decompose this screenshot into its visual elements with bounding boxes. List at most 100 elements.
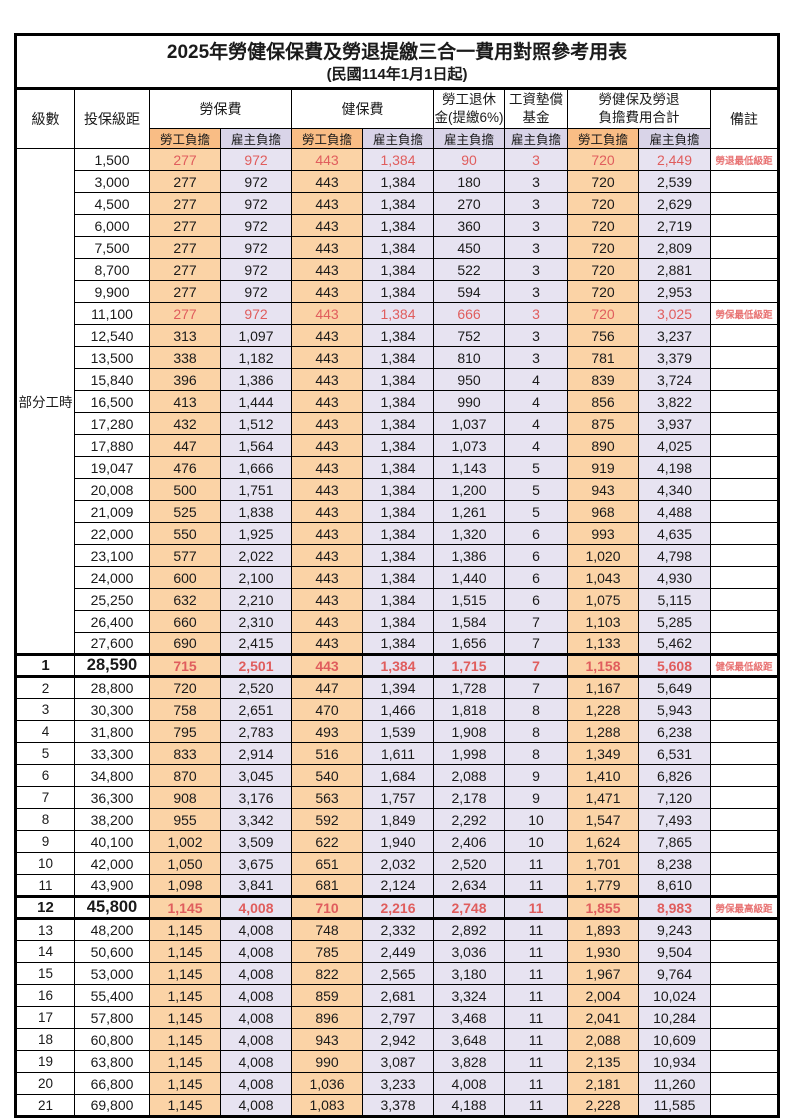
bracket-cell: 24,000 — [74, 566, 150, 589]
labor-ins-employee-cell: 577 — [149, 544, 221, 567]
total-employee-cell: 1,103 — [567, 610, 639, 633]
table-row: 11 43,900 1,098 3,841 681 2,124 2,634 11… — [15, 874, 780, 897]
wage-fund-employer-cell: 11 — [504, 852, 568, 875]
total-employer-cell: 3,025 — [638, 302, 711, 325]
health-ins-employee-cell: 443 — [291, 170, 363, 193]
bracket-cell: 1,500 — [74, 148, 150, 171]
level-cell: 12 — [15, 895, 75, 920]
level-cell: 17 — [15, 1006, 75, 1029]
total-employee-cell: 1,893 — [567, 918, 639, 941]
bracket-cell: 13,500 — [74, 346, 150, 369]
health-ins-employer-cell: 1,539 — [362, 720, 434, 743]
bracket-cell: 6,000 — [74, 214, 150, 237]
total-employer-cell: 4,798 — [638, 544, 711, 567]
pension-employer-cell: 2,520 — [433, 852, 505, 875]
remark-cell — [709, 786, 780, 809]
table-row: 17,880 447 1,564 443 1,384 1,073 4 890 4… — [16, 434, 780, 457]
table-row: 17,280 432 1,512 443 1,384 1,037 4 875 3… — [16, 412, 780, 435]
table-row: 19 63,800 1,145 4,008 990 3,087 3,828 11… — [15, 1050, 780, 1073]
bracket-cell: 69,800 — [74, 1094, 150, 1117]
pension-employer-cell: 270 — [433, 192, 505, 215]
total-employee-cell: 875 — [567, 412, 639, 435]
remark-cell: 勞保最高級距 — [709, 895, 780, 920]
health-ins-employer-cell: 1,384 — [362, 258, 434, 281]
pension-employer-cell: 1,728 — [433, 676, 505, 699]
subheader-total-employer: 雇主負擔 — [638, 128, 711, 149]
subheader-labor-employer: 雇主負擔 — [220, 128, 292, 149]
health-ins-employer-cell: 1,384 — [362, 346, 434, 369]
labor-ins-employee-cell: 833 — [149, 742, 221, 765]
labor-ins-employee-cell: 870 — [149, 764, 221, 787]
total-employee-cell: 720 — [567, 280, 639, 303]
total-employer-cell: 8,610 — [638, 874, 711, 897]
header-total-line2: 負擔費用合計 — [598, 110, 680, 125]
table-row: 16 55,400 1,145 4,008 859 2,681 3,324 11… — [15, 984, 780, 1007]
table-row: 8 38,200 955 3,342 592 1,849 2,292 10 1,… — [15, 808, 780, 831]
total-employee-cell: 756 — [567, 324, 639, 347]
wage-fund-employer-cell: 7 — [504, 632, 568, 655]
health-ins-employee-cell: 748 — [291, 918, 363, 941]
health-ins-employee-cell: 443 — [291, 302, 363, 325]
health-ins-employee-cell: 443 — [291, 390, 363, 413]
bracket-cell: 17,880 — [74, 434, 150, 457]
total-employee-cell: 1,167 — [567, 676, 639, 699]
wage-fund-employer-cell: 11 — [504, 1050, 568, 1073]
labor-ins-employee-cell: 1,145 — [149, 1050, 221, 1073]
pension-employer-cell: 3,468 — [433, 1006, 505, 1029]
total-employer-cell: 9,764 — [638, 962, 711, 985]
labor-ins-employer-cell: 1,838 — [220, 500, 292, 523]
total-employee-cell: 720 — [567, 214, 639, 237]
remark-cell — [709, 808, 780, 831]
pension-employer-cell: 2,892 — [433, 918, 505, 941]
labor-ins-employer-cell: 2,783 — [220, 720, 292, 743]
labor-ins-employee-cell: 1,002 — [149, 830, 221, 853]
table-row: 1 28,590 715 2,501 443 1,384 1,715 7 1,1… — [15, 653, 780, 678]
remark-cell — [709, 258, 780, 281]
pension-employer-cell: 4,008 — [433, 1072, 505, 1095]
pension-employer-cell: 752 — [433, 324, 505, 347]
pension-employer-cell: 2,178 — [433, 786, 505, 809]
bracket-cell: 4,500 — [74, 192, 150, 215]
health-ins-employer-cell: 1,384 — [362, 456, 434, 479]
health-ins-employee-cell: 592 — [291, 808, 363, 831]
bracket-cell: 57,800 — [74, 1006, 150, 1029]
labor-ins-employee-cell: 690 — [149, 632, 221, 655]
pension-employer-cell: 3,180 — [433, 962, 505, 985]
health-ins-employer-cell: 1,384 — [362, 522, 434, 545]
labor-ins-employer-cell: 2,651 — [220, 698, 292, 721]
labor-ins-employee-cell: 447 — [149, 434, 221, 457]
bracket-cell: 27,600 — [74, 632, 150, 655]
remark-cell — [709, 478, 780, 501]
bracket-cell: 30,300 — [74, 698, 150, 721]
table-row: 25,250 632 2,210 443 1,384 1,515 6 1,075… — [16, 588, 780, 611]
wage-fund-employer-cell: 10 — [504, 830, 568, 853]
table-row: 24,000 600 2,100 443 1,384 1,440 6 1,043… — [16, 566, 780, 589]
health-ins-employer-cell: 3,233 — [362, 1072, 434, 1095]
health-ins-employee-cell: 443 — [291, 544, 363, 567]
wage-fund-employer-cell: 11 — [504, 874, 568, 897]
level-cell: 20 — [15, 1072, 75, 1095]
subheader-health-employer: 雇主負擔 — [362, 128, 434, 149]
total-employee-cell: 2,041 — [567, 1006, 639, 1029]
total-employer-cell: 10,284 — [638, 1006, 711, 1029]
pension-employer-cell: 1,143 — [433, 456, 505, 479]
labor-ins-employee-cell: 277 — [149, 214, 221, 237]
health-ins-employee-cell: 443 — [291, 148, 363, 171]
header-wage-fund: 工資墊償 基金 — [504, 88, 568, 129]
total-employee-cell: 2,228 — [567, 1094, 639, 1117]
level-cell: 6 — [15, 764, 75, 787]
total-employer-cell: 4,198 — [638, 456, 711, 479]
remark-cell — [709, 1094, 780, 1117]
total-employee-cell: 968 — [567, 500, 639, 523]
health-ins-employer-cell: 1,384 — [362, 236, 434, 259]
remark-cell — [709, 214, 780, 237]
pension-employer-cell: 522 — [433, 258, 505, 281]
subheader-total-employee: 勞工負擔 — [567, 128, 639, 149]
remark-cell — [709, 918, 780, 941]
health-ins-employee-cell: 443 — [291, 324, 363, 347]
table-row: 21,009 525 1,838 443 1,384 1,261 5 968 4… — [16, 500, 780, 523]
bracket-cell: 28,590 — [74, 653, 150, 678]
remark-cell — [709, 1050, 780, 1073]
total-employer-cell: 5,115 — [638, 588, 711, 611]
total-employee-cell: 1,624 — [567, 830, 639, 853]
